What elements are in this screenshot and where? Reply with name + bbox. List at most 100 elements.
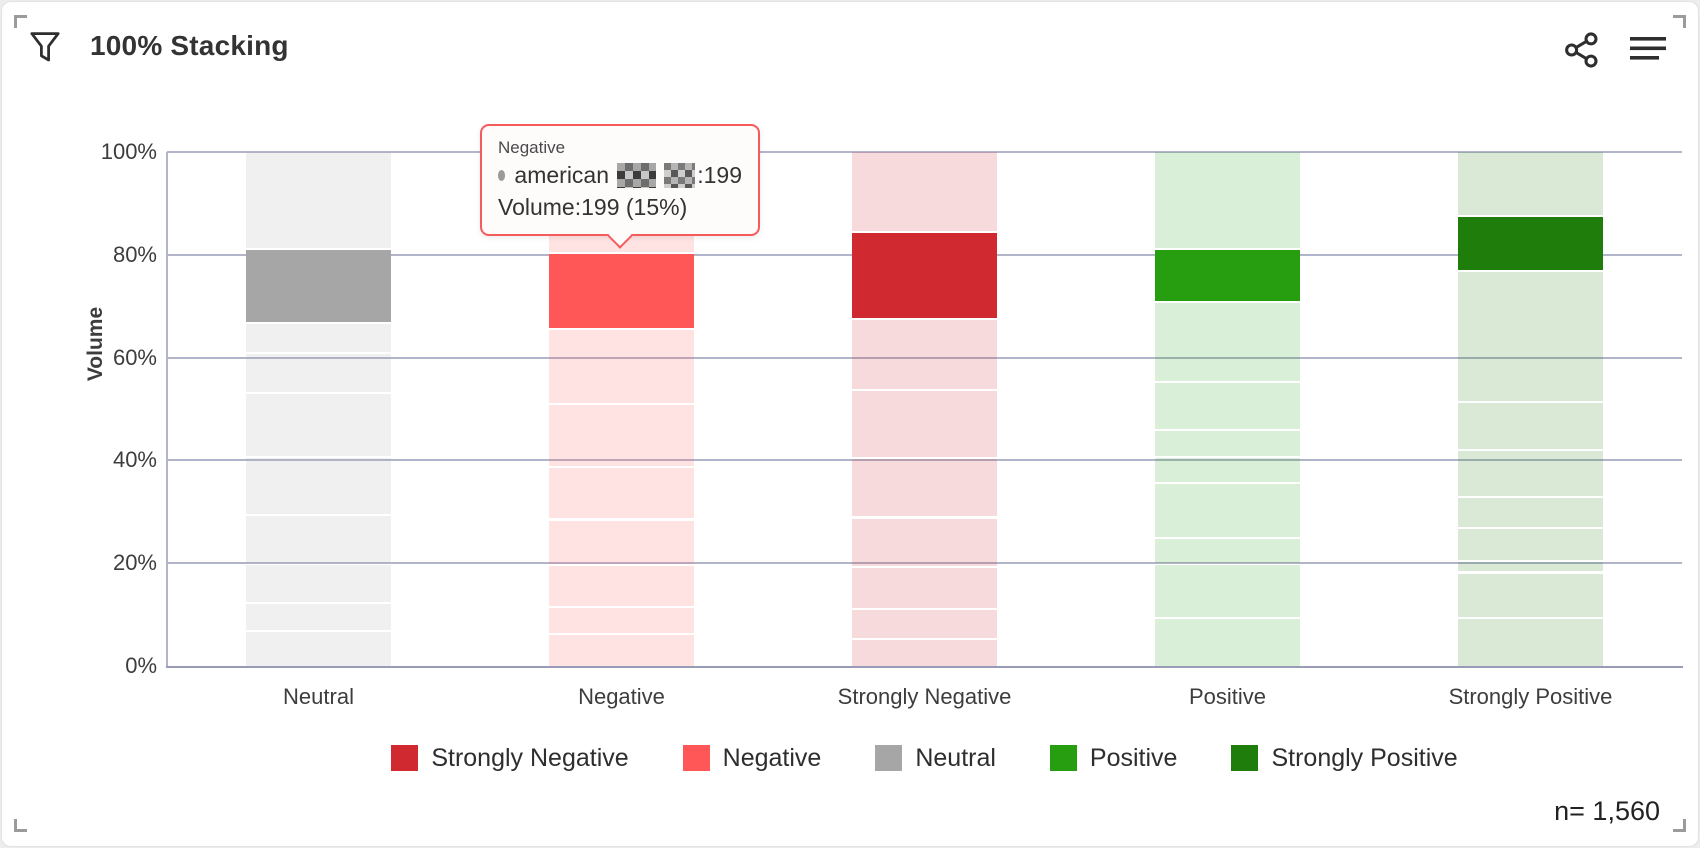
bar-segment[interactable] [1458,451,1603,497]
bar-segment[interactable] [1458,529,1603,560]
bar-segment[interactable] [1458,498,1603,528]
series-dot-icon [498,170,506,181]
stacked-bar-strongly-positive[interactable] [1458,152,1603,666]
bar-segment[interactable] [1458,272,1603,401]
highlighted-segment[interactable] [1155,249,1300,301]
gridline [167,459,1682,462]
stacked-bar-neutral[interactable] [246,152,391,666]
x-axis-category-label: Strongly Positive [1448,684,1613,709]
redacted-pixelated-block [617,163,657,188]
y-axis-tick-label: 80% [112,241,157,267]
bar-segment[interactable] [1155,382,1300,430]
bar-segment[interactable] [1458,152,1603,216]
tooltip-series-name: american [514,162,610,188]
bar-segment[interactable] [246,354,391,393]
bar-segment[interactable] [246,564,391,602]
highlighted-segment[interactable] [246,249,391,323]
x-axis-line [166,666,1683,668]
bar-segment[interactable] [246,458,391,515]
y-axis-tick-label: 20% [112,550,157,576]
bar-segment[interactable] [1155,152,1300,248]
menu-icon[interactable] [1628,32,1668,71]
sample-size-label: n= 1,560 [1554,796,1660,826]
gridline [167,151,1682,153]
y-axis-line [166,152,168,668]
legend-label: Strongly Positive [1271,743,1458,772]
filter-funnel-icon[interactable] [28,30,62,71]
chart-legend: Strongly Negative Negative Neutral Positive… [167,738,1682,778]
bar-segment[interactable] [1155,538,1300,563]
bar-segment[interactable] [549,329,694,403]
bar-segment[interactable] [852,319,997,389]
bar-segment[interactable] [549,520,694,564]
bar-segment[interactable] [549,607,694,633]
x-axis-category-label: Positive [1188,684,1267,709]
y-axis-tick-label: 60% [112,344,157,370]
legend-swatch [1231,745,1259,771]
share-icon[interactable] [1564,32,1600,73]
legend-label: Negative [722,743,822,772]
bar-segment[interactable] [852,391,997,458]
bar-segment[interactable] [1155,618,1300,666]
highlighted-segment[interactable] [852,233,997,318]
widget-title: 100% Stacking [90,30,289,61]
selection-corner-top-left [14,15,27,28]
legend-item-negative[interactable]: Negative [682,743,822,773]
legend-label: Strongly Negative [431,743,629,772]
bar-segment[interactable] [1155,458,1300,482]
tooltip-series-row: american :199 [498,162,742,189]
bar-segment[interactable] [246,324,391,352]
bar-segment[interactable] [246,394,391,457]
stacked-bar-strongly-negative[interactable] [852,152,997,666]
x-axis-category-label: Negative [578,684,665,709]
bar-segment[interactable] [1458,402,1603,450]
redacted-pixelated-block [664,163,696,188]
bar-segment[interactable] [1458,573,1603,617]
bar-segment[interactable] [1458,561,1603,572]
legend-swatch [1049,745,1077,771]
selection-corner-bottom-right [1673,819,1686,832]
legend-swatch [682,745,710,771]
bar-segment[interactable] [246,632,391,666]
bar-segment[interactable] [1155,302,1300,381]
tooltip-volume-line: Volume:199 (15%) [498,194,688,220]
bar-segment[interactable] [852,518,997,567]
bar-segment[interactable] [1155,564,1300,617]
legend-swatch [391,745,419,771]
bar-segment[interactable] [246,603,391,631]
bar-segment[interactable] [852,568,997,608]
gridline [167,562,1682,565]
legend-item-strongly-positive[interactable]: Strongly Positive [1231,743,1458,773]
legend-item-strongly-negative[interactable]: Strongly Negative [391,743,629,773]
bar-segment[interactable] [852,639,997,666]
highlighted-segment[interactable] [1458,217,1603,271]
bar-segment[interactable] [549,404,694,467]
bar-segment[interactable] [549,634,694,666]
y-axis-tick-label: 100% [100,139,157,164]
legend-label: Neutral [915,743,996,772]
bar-segment[interactable] [852,610,997,638]
legend-item-positive[interactable]: Positive [1049,744,1177,773]
x-axis-category-label: Strongly Negative [837,684,1012,709]
stacked-bar-positive[interactable] [1155,152,1300,666]
gridline [167,356,1682,359]
y-axis-tick-label: 40% [112,447,157,473]
bar-segment[interactable] [1155,484,1300,537]
selection-corner-bottom-left [14,819,27,832]
chart-tooltip: Negative american :199 Volume:199 (15%) [480,124,760,249]
selection-corner-top-right [1673,15,1686,28]
tooltip-category-label: Negative [498,138,566,157]
bar-segment[interactable] [852,152,997,232]
legend-swatch [875,745,903,771]
bar-segment[interactable] [246,152,391,248]
tooltip-series-value: :199 [697,162,742,188]
bar-segment[interactable] [549,468,694,519]
bar-segment[interactable] [1155,431,1300,457]
bar-segment[interactable] [1458,618,1603,666]
highlighted-segment[interactable] [549,253,694,328]
bar-segment[interactable] [246,516,391,563]
x-axis-category-label: Neutral [283,684,354,709]
bar-segment[interactable] [549,565,694,606]
legend-item-neutral[interactable]: Neutral [875,744,996,773]
bar-segment[interactable] [852,459,997,517]
